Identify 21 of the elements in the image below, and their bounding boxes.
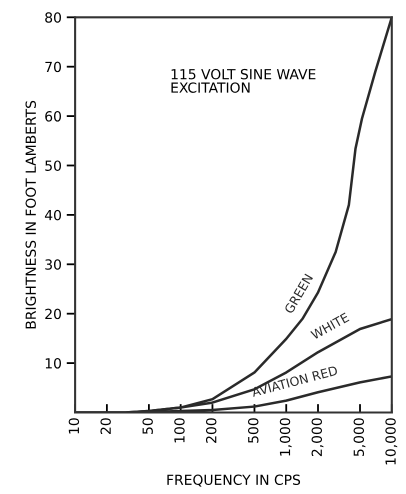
- x-tick-label: 1,000: [280, 418, 292, 456]
- x-tick-label: 10: [68, 418, 80, 434]
- x-tick-label: 500: [248, 418, 258, 443]
- x-tick-label: 50: [142, 418, 153, 434]
- x-tick-label: 200: [206, 418, 216, 443]
- y-tick-label: 30: [45, 259, 61, 270]
- y-tick-label: 50: [45, 160, 61, 171]
- y-tick-label: 40: [44, 210, 61, 220]
- x-tick-label: 100: [174, 418, 185, 442]
- x-tick-label: 10,000: [385, 418, 398, 464]
- y-tick-label: 20: [45, 308, 61, 320]
- y-tick-label: 70: [45, 62, 61, 72]
- x-tick-label: 20: [100, 418, 111, 434]
- x-tick-label: 5,000: [354, 418, 366, 456]
- y-axis-title: BRIGHTNESS IN FOOT LAMBERTS: [25, 100, 36, 328]
- annotation: 115 VOLT SINE WAVE EXCITATION: [171, 68, 316, 93]
- y-tick-label: 80: [45, 12, 61, 23]
- y-tick-label: 10: [46, 358, 61, 369]
- x-axis-title: FREQUENCY IN CPS: [167, 474, 300, 487]
- y-tick-label: 60: [45, 111, 61, 122]
- x-tick-label: 2,000: [312, 418, 324, 456]
